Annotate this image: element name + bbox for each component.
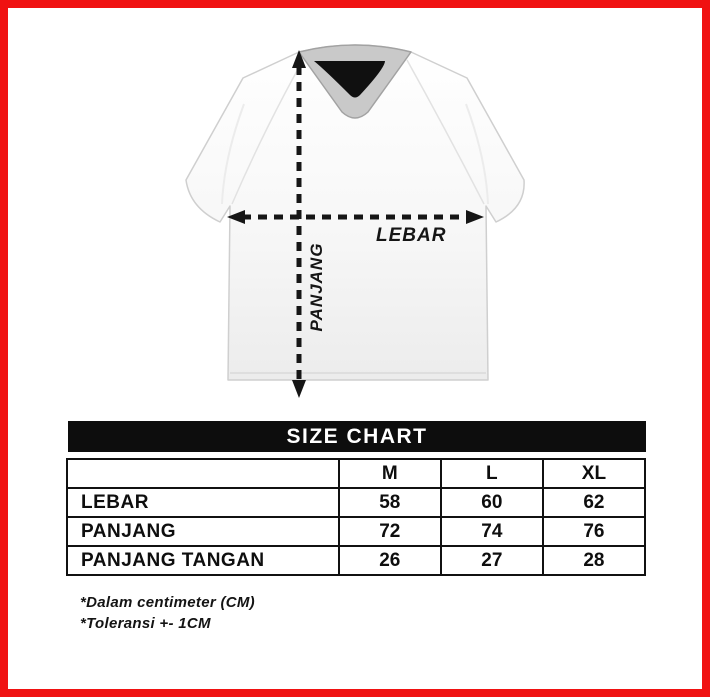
size-table-header-row: M L XL — [66, 458, 647, 489]
cell-value: 74 — [439, 516, 544, 547]
width-arrow — [227, 210, 484, 224]
row-label: PANJANG — [66, 516, 340, 547]
size-table-col-m: M — [337, 458, 442, 489]
size-chart-title: SIZE CHART — [68, 421, 646, 452]
size-table: M L XL LEBAR 58 60 62 PANJANG 72 74 76 — [66, 458, 647, 576]
footnote-tolerance: *Toleransi +- 1CM — [80, 615, 211, 632]
width-arrow-label: LEBAR — [376, 225, 447, 246]
cell-value: 58 — [337, 487, 442, 518]
size-chart-canvas: LEBAR PANJANG SIZE CHART M L XL LEBAR 58… — [8, 8, 702, 689]
size-table-col-l: L — [439, 458, 544, 489]
size-table-col-xl: XL — [541, 458, 647, 489]
tshirt-sleeve-fold-left — [221, 103, 245, 205]
row-label: LEBAR — [66, 487, 340, 518]
size-table-corner-cell — [66, 458, 340, 489]
length-arrow-label: PANJANG — [307, 242, 326, 332]
tshirt-measurement-diagram — [185, 44, 525, 398]
cell-value: 28 — [541, 545, 647, 576]
cell-value: 62 — [541, 487, 647, 518]
table-row-panjang-tangan: PANJANG TANGAN 26 27 28 — [66, 545, 647, 576]
table-row-panjang: PANJANG 72 74 76 — [66, 516, 647, 547]
footnotes: *Dalam centimeter (CM) *Toleransi +- 1CM — [80, 592, 255, 634]
length-arrow — [292, 50, 306, 398]
table-row-lebar: LEBAR 58 60 62 — [66, 487, 647, 518]
row-label: PANJANG TANGAN — [66, 545, 340, 576]
tshirt-seam-left — [231, 59, 304, 205]
tshirt-seam-right — [406, 59, 485, 205]
cell-value: 27 — [439, 545, 544, 576]
tshirt-collar-inner — [314, 61, 385, 98]
cell-value: 76 — [541, 516, 647, 547]
cell-value: 26 — [337, 545, 442, 576]
cell-value: 72 — [337, 516, 442, 547]
footnote-units: *Dalam centimeter (CM) — [80, 594, 255, 611]
tshirt-sleeve-fold-right — [465, 103, 489, 205]
cell-value: 60 — [439, 487, 544, 518]
